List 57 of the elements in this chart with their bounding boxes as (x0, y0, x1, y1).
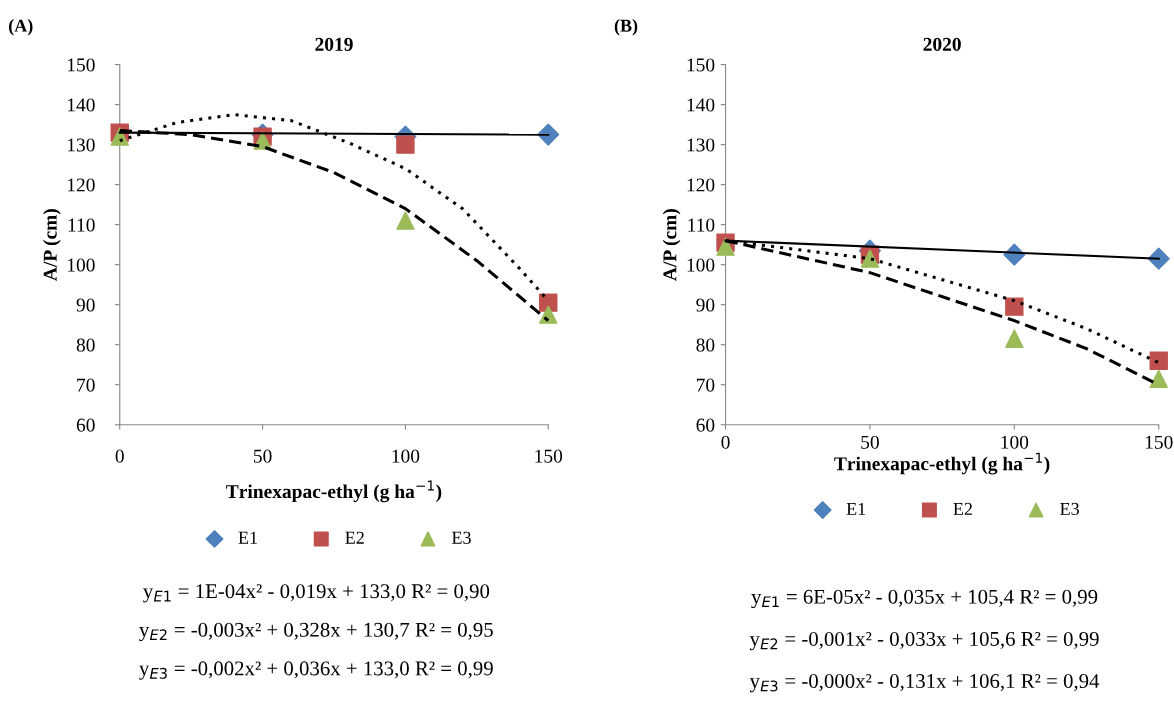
y-tick-label: 140 (67, 98, 95, 112)
y-tick-label: 150 (67, 58, 95, 72)
text: (A) (9, 19, 33, 36)
x-tick-label: 150 (1145, 435, 1173, 449)
y-tick-label: 130 (687, 138, 715, 152)
y-tick-label: 130 (67, 138, 95, 152)
x-tick-label: 100 (392, 449, 420, 463)
x-axis-title: Trinexapac-ethyl (g ha$^{−1}$) (834, 452, 1050, 475)
y-tick-label: 80 (76, 338, 95, 352)
chart-title: 2020 (923, 37, 961, 51)
x-axis-title: Trinexapac-ethyl (g ha$^{−1}$) (226, 480, 442, 503)
y-tick-label: 60 (696, 418, 715, 432)
text: (B) (614, 19, 638, 36)
point (396, 135, 415, 154)
text: y$_{E1}$ = 1E-04x² - 0,019x + 133,0 R² = 0,90 (143, 584, 490, 603)
chart-title: 2019 (315, 37, 353, 51)
point (1149, 369, 1168, 388)
text: y$_{E2}$ = -0,001x² - 0,033x + 105,6 R² = 0,99 (749, 631, 1099, 651)
y-tick-label: 110 (68, 218, 95, 232)
text: y$_{E3}$ = -0,002x² + 0,036x + 133,0 R² = 0,99 (139, 661, 493, 680)
y-tick-label: 100 (67, 258, 95, 272)
legend-label: E1 (238, 531, 257, 544)
y-tick-label: 60 (76, 418, 95, 432)
text: y$_{E1}$ = 6E-05x² - 0,035x + 105,4 R² = 0,99 (751, 589, 1098, 609)
legend-label: E3 (451, 531, 471, 544)
text: y$_{E3}$ = -0,000x² - 0,131x + 106,1 R² = 0,94 (749, 674, 1100, 693)
point (716, 237, 735, 256)
y-tick-label: 70 (696, 378, 715, 392)
x-tick-label: 150 (535, 449, 563, 463)
y-tick-label: 120 (67, 178, 95, 192)
legend-label: E2 (345, 531, 364, 544)
point (1149, 351, 1168, 370)
y-tick-label: 80 (696, 338, 715, 352)
y-tick-label: 120 (687, 178, 715, 192)
y-tick-label: 90 (76, 298, 95, 312)
y-tick-label: 140 (687, 98, 715, 112)
y-tick-label: 110 (688, 218, 715, 232)
text: y$_{E2}$ = -0,003x² + 0,328x + 130,7 R² = 0,95 (139, 622, 493, 642)
legend-label: E1 (846, 502, 866, 515)
y-tick-label: 150 (687, 58, 715, 72)
point (1005, 329, 1024, 348)
legend-label: E2 (953, 502, 972, 515)
x-tick-label: 0 (721, 435, 730, 449)
y-tick-label: 90 (696, 298, 715, 312)
point (860, 249, 880, 268)
legend-label: E3 (1060, 502, 1079, 515)
y-axis-title: A/P (cm) (662, 209, 681, 281)
x-tick-label: 50 (861, 435, 879, 449)
y-tick-label: 100 (687, 258, 715, 272)
y-tick-label: 70 (77, 378, 95, 392)
point (396, 211, 415, 230)
point (1005, 297, 1024, 316)
x-tick-label: 100 (1001, 435, 1029, 449)
y-axis-title: A/P (cm) (43, 209, 61, 281)
point (537, 123, 560, 146)
x-tick-label: 50 (253, 449, 272, 463)
x-tick-label: 0 (115, 449, 124, 463)
